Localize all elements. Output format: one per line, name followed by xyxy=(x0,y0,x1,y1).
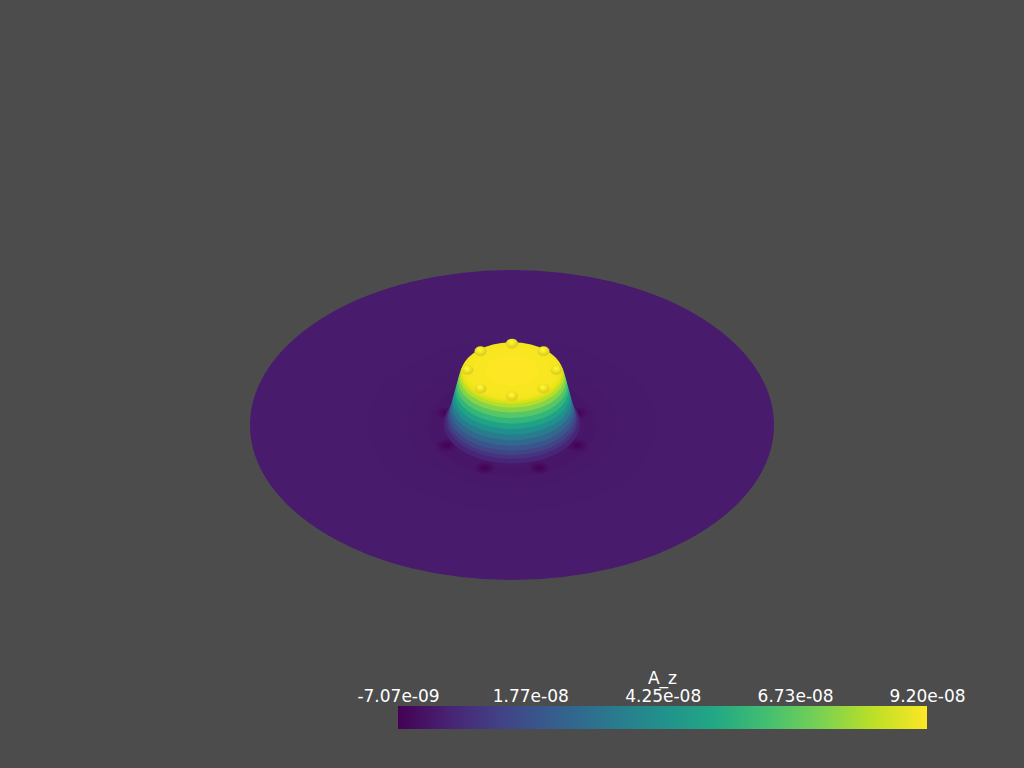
surface-ring xyxy=(461,343,563,403)
surface-ring xyxy=(368,340,656,511)
surface-ring xyxy=(499,362,525,378)
peak xyxy=(475,384,487,394)
chart: -7.07e-09 1.77e-08 4.25e-08 6.73e-08 9.20e-0… xyxy=(0,0,1024,768)
surface-ring xyxy=(473,347,552,394)
colorbar-title: A_z xyxy=(648,668,677,689)
surface xyxy=(250,270,774,580)
surface-ring xyxy=(316,309,709,542)
colorbar-bar xyxy=(398,706,927,729)
peak xyxy=(506,391,518,401)
peak xyxy=(461,365,473,375)
colorbar-axis-line xyxy=(399,706,928,707)
colorbar: -7.07e-09 1.77e-08 4.25e-08 6.73e-08 9.20e-0… xyxy=(357,668,965,729)
peak xyxy=(551,365,563,375)
colorbar-tick-label: 1.77e-08 xyxy=(493,686,569,706)
peak xyxy=(506,339,518,349)
dip xyxy=(474,461,496,475)
surface-ring xyxy=(250,270,774,580)
colorbar-axis: -7.07e-09 1.77e-08 4.25e-08 6.73e-08 9.20e-0… xyxy=(357,686,965,707)
colorbar-tick-label: 4.25e-08 xyxy=(625,686,701,706)
colorbar-tick: -7.07e-09 xyxy=(357,686,439,706)
colorbar-tick: 9.20e-08 xyxy=(889,686,965,706)
colorbar-tick: 6.73e-08 xyxy=(758,686,834,706)
surface-ring xyxy=(465,343,559,399)
colorbar-tick-label: 9.20e-08 xyxy=(889,686,965,706)
dip xyxy=(528,461,550,475)
peak xyxy=(537,346,549,356)
colorbar-tick: 4.25e-08 xyxy=(625,686,701,706)
peak xyxy=(475,346,487,356)
colorbar-tick-label: -7.07e-09 xyxy=(357,686,439,706)
colorbar-tick: 1.77e-08 xyxy=(493,686,569,706)
surface-ring xyxy=(462,342,562,401)
peak xyxy=(537,384,549,394)
surface-ring xyxy=(486,355,538,386)
colorbar-tick-label: 6.73e-08 xyxy=(758,686,834,706)
